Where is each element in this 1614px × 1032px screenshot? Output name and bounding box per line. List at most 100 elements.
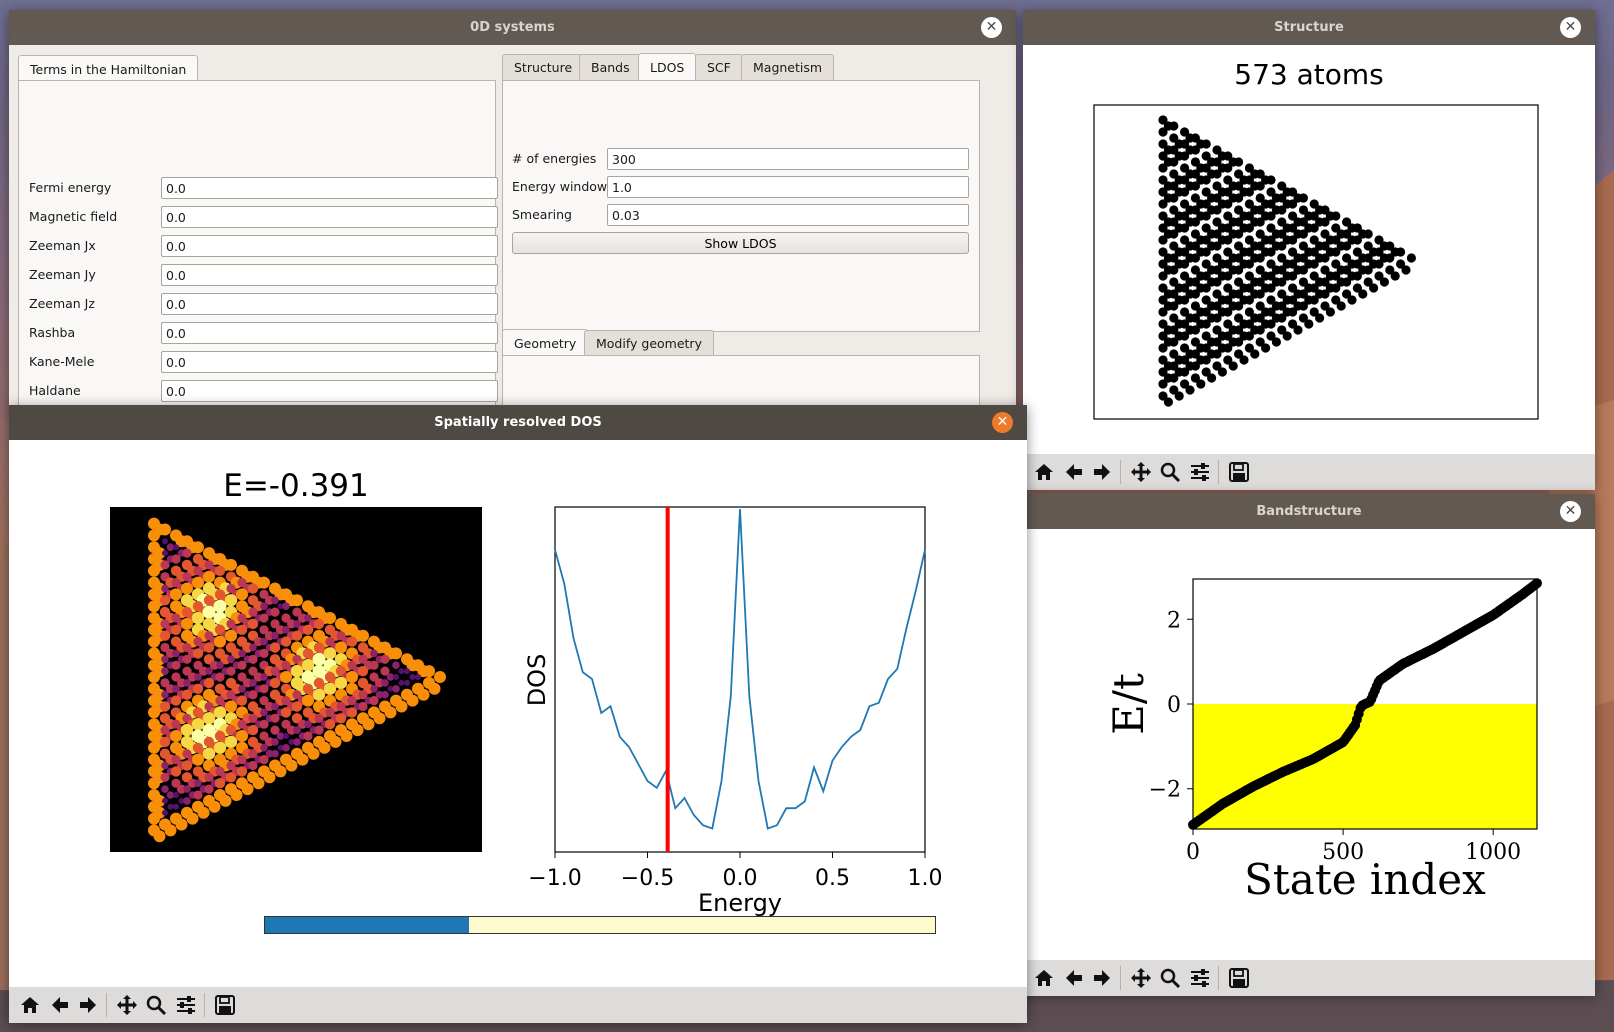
smearing-input[interactable]: 0.03 [607, 204, 969, 226]
ldos-point [236, 624, 248, 635]
tab-terms-hamiltonian[interactable]: Terms in the Hamiltonian [18, 55, 199, 83]
atom-point [1331, 223, 1341, 233]
kane-mele-input[interactable]: 0.0 [161, 351, 498, 373]
plot-frame [554, 506, 926, 853]
save-icon[interactable] [1226, 965, 1252, 991]
close-icon[interactable]: ✕ [981, 17, 1002, 38]
fermi-energy-input[interactable]: 0.0 [161, 177, 498, 199]
atom-point [1342, 277, 1352, 287]
ldos-point [159, 595, 171, 606]
atom-point [1234, 253, 1244, 263]
tab-scf[interactable]: SCF [695, 54, 743, 80]
ldos-point [238, 685, 246, 693]
ldos-point [264, 737, 275, 747]
band-plot[interactable]: 2 0 −2 0 500 1000 E/t State index [1023, 534, 1595, 954]
atom-point [1158, 223, 1168, 233]
atom-point [1201, 355, 1211, 365]
atom-point [1169, 157, 1179, 167]
tab-modify-geometry[interactable]: Modify geometry [584, 330, 714, 356]
ldos-point [160, 642, 170, 653]
main-window-titlebar[interactable]: 0D systems ✕ [9, 10, 1016, 45]
home-icon[interactable] [1031, 965, 1057, 991]
atom-point [1169, 253, 1179, 263]
atom-point [1255, 301, 1265, 311]
atom-point [1298, 301, 1308, 311]
atom-point [1234, 205, 1244, 215]
ldos-point [173, 803, 179, 810]
atom-point [1234, 277, 1244, 287]
ldos-window-titlebar[interactable]: Spatially resolved DOS ✕ [9, 405, 1027, 440]
forward-arrow-icon[interactable] [1089, 965, 1115, 991]
ldos-point [214, 635, 226, 648]
atom-point [1352, 283, 1362, 293]
save-icon[interactable] [212, 992, 238, 1018]
pan-icon[interactable] [114, 992, 140, 1018]
forward-arrow-icon[interactable] [75, 992, 101, 1018]
ldos-point [165, 684, 176, 694]
pan-icon[interactable] [1128, 965, 1154, 991]
num-energies-input[interactable]: 300 [607, 148, 969, 170]
tab-ldos[interactable]: LDOS [638, 53, 697, 81]
bandstructure-window-titlebar[interactable]: Bandstructure ✕ [1023, 494, 1595, 529]
atom-point [1266, 235, 1276, 245]
atom-point [1223, 295, 1233, 305]
home-icon[interactable] [17, 992, 43, 1018]
forward-arrow-icon[interactable] [1089, 459, 1115, 485]
atom-point [1174, 391, 1184, 401]
ldos-point [296, 753, 309, 766]
tab-magnetism[interactable]: Magnetism [741, 54, 835, 80]
atom-point [1201, 295, 1211, 305]
back-arrow-icon[interactable] [1061, 965, 1087, 991]
home-icon[interactable] [1031, 459, 1057, 485]
show-ldos-button[interactable]: Show LDOS [512, 232, 969, 254]
occupied-states-fill [1193, 704, 1537, 829]
zeeman-jz-input[interactable]: 0.0 [161, 293, 498, 315]
atom-point [1190, 349, 1200, 359]
ldos-point [271, 702, 279, 711]
configure-subplots-icon[interactable] [1187, 965, 1213, 991]
ldos-point [260, 744, 268, 752]
atom-point [1250, 349, 1260, 359]
close-icon[interactable]: ✕ [992, 412, 1013, 433]
structure-window: Structure ✕ 573 atoms [1023, 10, 1595, 490]
close-icon[interactable]: ✕ [1560, 17, 1581, 38]
atom-point [1309, 271, 1319, 281]
ldos-point [171, 660, 181, 670]
zoom-icon[interactable] [1157, 459, 1183, 485]
back-arrow-icon[interactable] [47, 992, 73, 1018]
ldos-point [260, 602, 268, 610]
atom-point [1288, 283, 1298, 293]
ldos-point [390, 647, 402, 660]
structure-plot[interactable] [1023, 93, 1595, 423]
rashba-input[interactable]: 0.0 [161, 322, 498, 344]
haldane-input[interactable]: 0.0 [161, 380, 498, 402]
zeeman-jy-input[interactable]: 0.0 [161, 264, 498, 286]
dos-plot[interactable]: −1.0 −0.5 0.0 0.5 1.0 DOS Energy [499, 500, 969, 920]
tab-structure[interactable]: Structure [502, 54, 585, 80]
ldos-map[interactable] [110, 507, 482, 852]
tab-bands[interactable]: Bands [579, 54, 642, 80]
energy-window-input[interactable]: 1.0 [607, 176, 969, 198]
ldos-point [375, 690, 384, 699]
ldos-point [347, 696, 357, 706]
x-tick-label: 0.5 [815, 866, 850, 891]
ldos-point [259, 589, 269, 599]
atom-point [1212, 277, 1222, 287]
back-arrow-icon[interactable] [1061, 459, 1087, 485]
ldos-point [247, 583, 259, 594]
structure-window-titlebar[interactable]: Structure ✕ [1023, 10, 1595, 45]
zoom-icon[interactable] [1157, 965, 1183, 991]
save-icon[interactable] [1226, 459, 1252, 485]
ldos-point [160, 772, 170, 782]
ldos-point [249, 679, 257, 687]
magnetic-field-input[interactable]: 0.0 [161, 206, 498, 228]
zeeman-jx-input[interactable]: 0.0 [161, 235, 498, 257]
zoom-icon[interactable] [143, 992, 169, 1018]
configure-subplots-icon[interactable] [1187, 459, 1213, 485]
close-icon[interactable]: ✕ [1560, 501, 1581, 522]
configure-subplots-icon[interactable] [173, 992, 199, 1018]
atom-point [1244, 235, 1254, 245]
pan-icon[interactable] [1128, 459, 1154, 485]
tab-geometry[interactable]: Geometry [502, 329, 589, 357]
atom-point [1374, 235, 1384, 245]
